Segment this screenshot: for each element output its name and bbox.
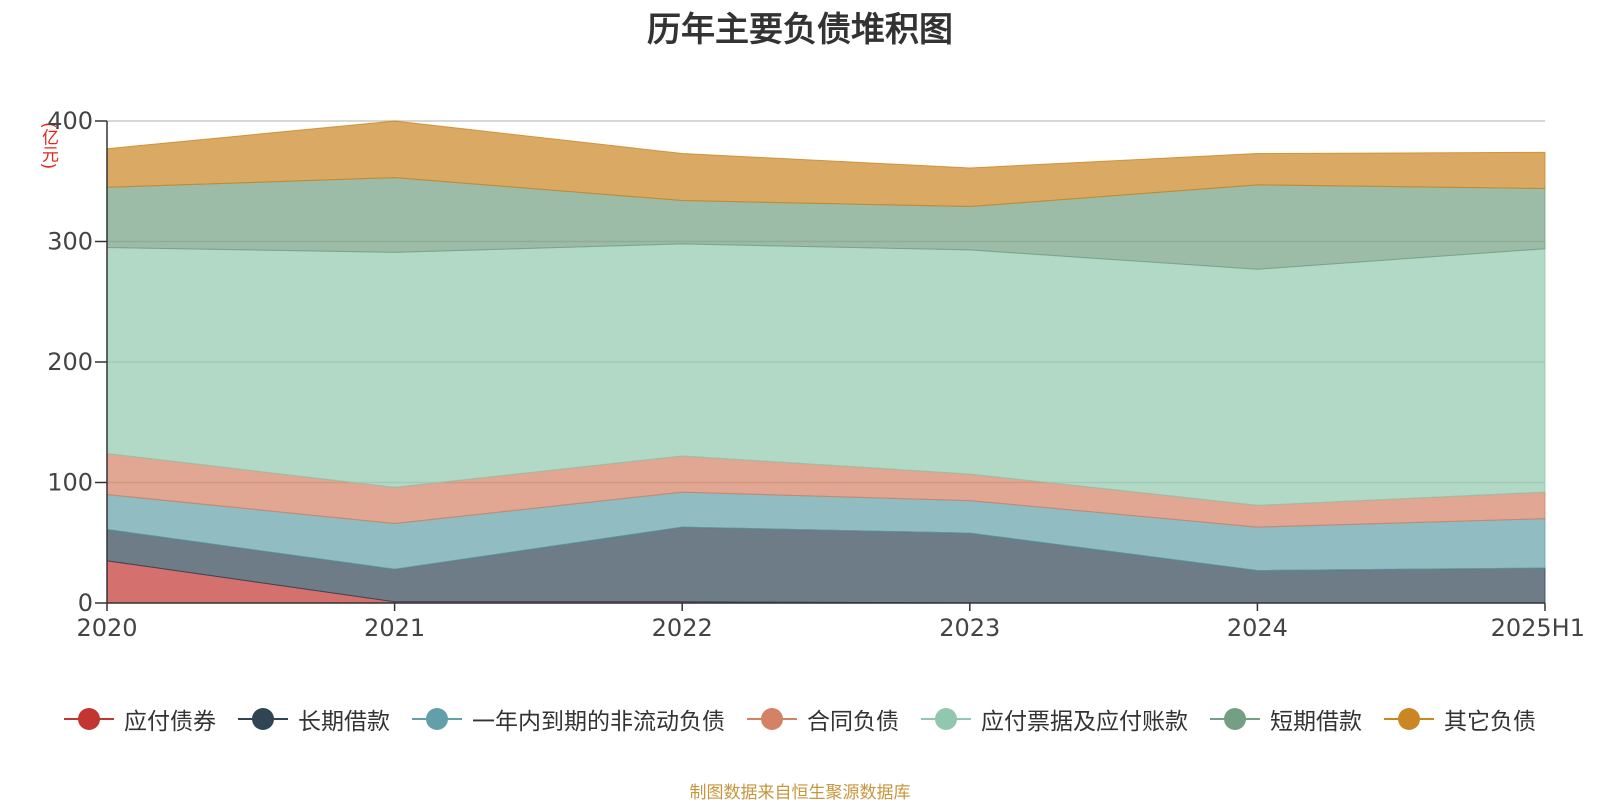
legend-item-1[interactable]: 长期借款 xyxy=(238,702,390,736)
legend-marker xyxy=(64,707,114,731)
legend-label: 应付债券 xyxy=(124,709,216,735)
axes: 0 100 200 300 400 2020 2021 2022 2023 2024 2025H1 xyxy=(47,107,1585,642)
y-tick-label: 100 xyxy=(47,469,93,497)
y-tick-label: 0 xyxy=(78,589,93,617)
y-tick-label: 300 xyxy=(47,228,93,256)
legend-marker xyxy=(921,707,971,731)
legend-item-0[interactable]: 应付债券 xyxy=(64,702,216,736)
legend-marker xyxy=(747,707,797,731)
legend-marker xyxy=(1210,707,1260,731)
legend: 应付债券 长期借款 一年内到期的非流动负债 合同负债 应付票据及应付账款 短期借款 其它负债 xyxy=(0,702,1600,736)
legend-item-2[interactable]: 一年内到期的非流动负债 xyxy=(412,702,725,736)
y-tick-label: 200 xyxy=(47,348,93,376)
legend-item-4[interactable]: 应付票据及应付账款 xyxy=(921,702,1188,736)
data-source-note: 制图数据来自恒生聚源数据库 xyxy=(689,783,911,803)
legend-marker xyxy=(238,707,288,731)
legend-label: 应付票据及应付账款 xyxy=(981,709,1188,735)
legend-label: 一年内到期的非流动负债 xyxy=(472,709,725,735)
stacked-area-chart: 0 100 200 300 400 2020 2021 2022 2023 2024 2025H1 xyxy=(47,107,1585,642)
x-tick-label: 2024 xyxy=(1227,614,1288,642)
legend-label: 短期借款 xyxy=(1270,709,1362,735)
chart-title: 历年主要负债堆积图 xyxy=(647,10,953,50)
area-series-6 xyxy=(106,120,1546,208)
y-axis-unit-label: (亿元) xyxy=(38,122,58,170)
legend-label: 其它负债 xyxy=(1444,709,1536,735)
legend-item-3[interactable]: 合同负债 xyxy=(747,702,899,736)
legend-label: 长期借款 xyxy=(298,709,390,735)
legend-item-5[interactable]: 短期借款 xyxy=(1210,702,1362,736)
legend-marker xyxy=(412,707,462,731)
x-tick-label: 2020 xyxy=(76,614,137,642)
x-tick-label: 2022 xyxy=(652,614,713,642)
area-series xyxy=(106,120,1546,604)
x-tick-label: 2021 xyxy=(364,614,425,642)
x-tick-label: 2025H1 xyxy=(1491,614,1585,642)
legend-label: 合同负债 xyxy=(807,709,899,735)
legend-item-6[interactable]: 其它负债 xyxy=(1384,702,1536,736)
x-tick-label: 2023 xyxy=(939,614,1000,642)
legend-marker xyxy=(1384,707,1434,731)
y-tick-label: 400 xyxy=(47,107,93,135)
